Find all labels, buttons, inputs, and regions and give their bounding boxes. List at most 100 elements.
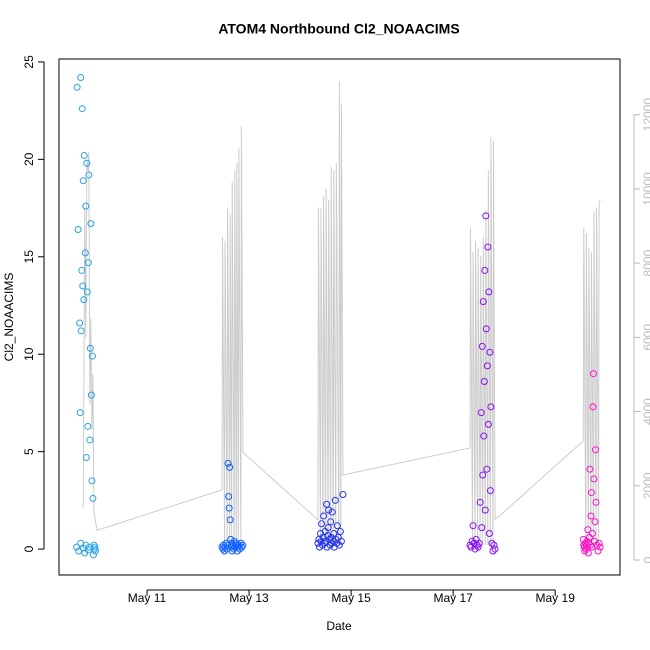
point [337,537,345,545]
point [476,498,484,506]
point [84,422,92,430]
point [328,508,336,516]
chart-title: ATOM4 Northbound Cl2_NOAACIMS [218,21,459,37]
point [323,500,331,508]
point [484,243,492,251]
point [592,498,600,506]
y-tick-label: 25 [22,55,36,69]
x-axis-label: Date [326,619,352,633]
point [87,220,95,228]
point [80,296,88,304]
point [225,504,233,512]
y-tick-label: 20 [22,152,36,166]
point [482,212,490,220]
plot-frame [58,58,621,576]
point [592,446,600,454]
point [85,171,93,179]
point [588,529,596,537]
point [80,151,88,159]
point [225,492,233,500]
point [474,543,482,551]
point [483,362,491,370]
point [486,487,494,495]
point [219,545,227,553]
point [485,288,493,296]
y-tick-label: 10 [22,347,36,361]
x-tick-label: May 13 [229,591,269,605]
point [324,531,332,539]
point [74,226,82,234]
point [339,491,347,499]
x-tick-label: May 15 [331,591,371,605]
altitude-line [82,81,601,546]
point [325,506,333,514]
point [589,370,597,378]
x-tick-label: May 19 [536,591,576,605]
point [331,496,339,504]
point [485,529,493,537]
point [478,342,486,350]
point [227,535,235,543]
point [84,259,92,267]
point [483,465,491,473]
point [336,528,344,536]
point [76,409,84,417]
point [488,539,496,547]
point [479,298,487,306]
point [237,539,245,547]
point [596,543,604,551]
point [587,489,595,497]
point [83,288,91,296]
point [224,459,232,467]
y2-tick-label: 12000 [641,98,650,132]
y-tick-label: 5 [22,448,36,455]
point [590,475,598,483]
point [584,526,592,534]
point [469,522,477,530]
point [79,282,87,290]
point [333,522,341,530]
point [221,547,229,555]
point [317,537,325,545]
point [587,512,595,520]
point [477,409,485,417]
point [87,391,95,399]
point [481,506,489,514]
point [77,74,85,82]
point [468,537,476,545]
point [224,541,232,549]
point [226,463,234,471]
x-tick-label: May 11 [128,591,167,605]
point [594,547,602,555]
point [591,518,599,526]
y2-tick-label: 6000 [641,324,650,351]
point [79,177,87,185]
point [490,541,498,549]
point [88,477,96,485]
point [82,202,90,210]
point [86,344,94,352]
point [83,159,91,167]
point [91,543,99,551]
point [239,541,247,549]
point [486,348,494,356]
point [480,432,488,440]
point [586,541,594,549]
point [77,327,85,335]
point [86,436,94,444]
point [491,545,499,553]
point [327,518,335,526]
y2-tick-label: 0 [641,556,650,563]
point [76,319,84,327]
y-tick-label: 0 [22,545,36,552]
point [78,266,86,274]
y2-tick-label: 8000 [641,249,650,276]
point [480,378,488,385]
y2-tick-label: 4000 [641,398,650,425]
point [484,420,492,428]
point [89,494,97,502]
point [81,249,89,257]
y-axis-label: Cl2_NOAACIMS [2,273,16,362]
